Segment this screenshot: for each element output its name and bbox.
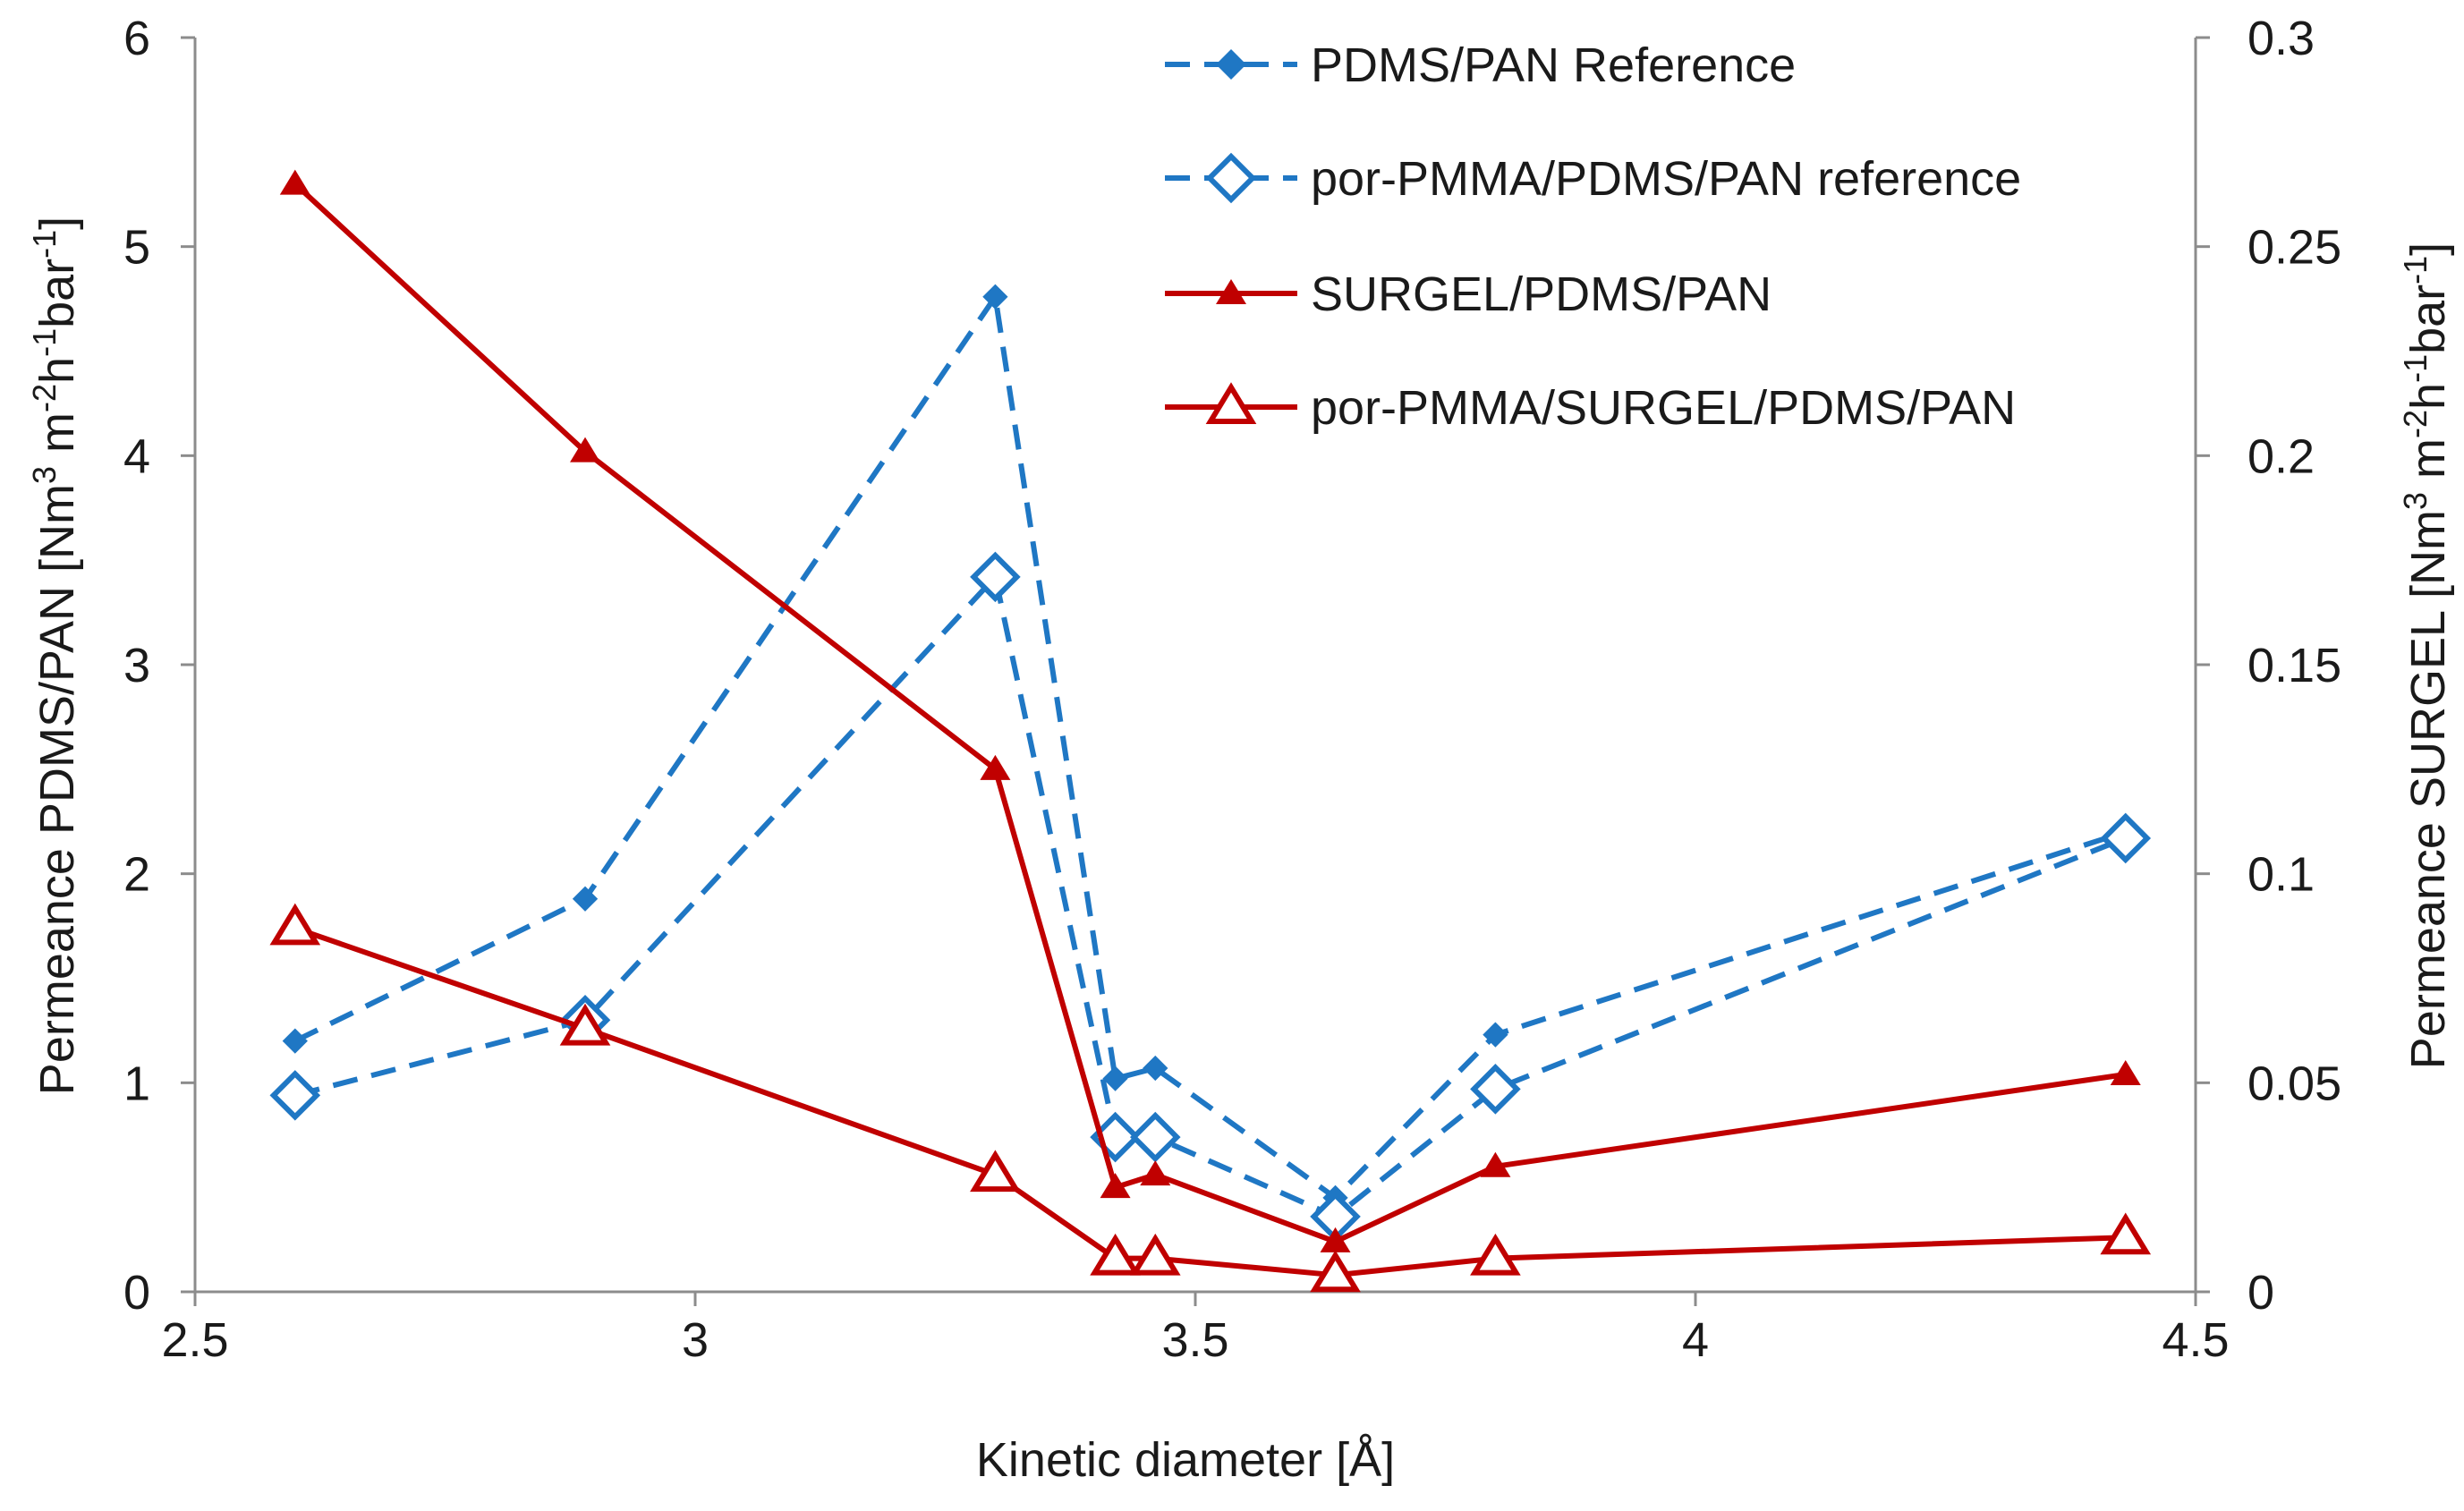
data-point [269,1070,321,1121]
series-surgel-pdms-pan [279,169,2141,1252]
series-layer [269,169,2152,1293]
series-line [293,293,2127,1201]
series-por-pmma-surgel-pdms-pan [269,903,2152,1293]
legend-marker-small-diamond [1216,49,1246,80]
data-point [570,437,601,463]
right-y-tick-label: 0.3 [2247,12,2315,65]
legend-marker-open-diamond [1205,152,1257,204]
x-tick-label: 4 [1682,1313,1709,1367]
x-tick-label: 2.5 [161,1313,228,1367]
data-point [279,169,310,195]
data-point [1310,1250,1361,1293]
data-point [559,1003,611,1046]
right-y-axis-ticks: 0 0.05 0.1 0.15 0.2 0.25 0.3 [2196,12,2341,1320]
data-point [269,903,321,946]
data-point [1143,1055,1168,1082]
legend-label: PDMS/PAN Reference [1311,38,1796,92]
left-y-tick-label: 3 [123,639,150,692]
right-y-tick-label: 0.25 [2247,221,2341,275]
x-axis-title: Kinetic diameter [Å] [976,1433,1395,1487]
series-line [293,925,2126,1278]
data-point [572,886,599,912]
right-y-tick-label: 0 [2247,1266,2274,1320]
data-point [1483,1022,1508,1048]
left-y-tick-label: 2 [123,848,150,902]
right-y-tick-label: 0.1 [2247,848,2315,902]
data-point [1090,1233,1141,1276]
x-tick-label: 4.5 [2162,1313,2229,1367]
left-y-axis-title: Permeance PDMS/PAN [Nm3 m-2h-1bar-1] [26,216,84,1095]
data-point [1470,1233,1521,1276]
legend-label: por-PMMA/SURGEL/PDMS/PAN [1311,381,2016,435]
data-point [1310,1191,1361,1243]
x-tick-label: 3 [682,1313,709,1367]
data-point [1102,1065,1128,1091]
data-point [1129,1233,1181,1276]
left-y-axis-ticks: 0 1 2 3 4 5 6 [123,12,195,1320]
plot-frame [193,38,2197,1294]
legend-item-pdms-pan-reference: PDMS/PAN Reference [1165,38,1796,92]
data-point [2100,1212,2152,1255]
data-point [1320,1227,1351,1252]
data-point [1129,1111,1181,1163]
data-point [2110,1059,2141,1085]
series-pdms-pan-reference [282,284,2138,1210]
data-point [1480,1151,1511,1177]
left-y-tick-label: 5 [123,221,150,275]
left-y-tick-label: 6 [123,12,150,65]
data-point [970,551,1021,603]
legend-label: por-PMMA/PDMS/PAN reference [1311,152,2021,206]
x-axis-ticks: 2.5 3 3.5 4 4.5 [161,1292,2230,1367]
right-y-axis-title: Permeance SURGEL [Nm3 m-2h-1bar-1] [2397,242,2455,1069]
legend-marker-filled-triangle [1216,279,1246,304]
legend-label: SURGEL/PDMS/PAN [1311,267,1772,321]
data-point [2100,812,2152,864]
legend-marker-open-triangle [1205,382,1257,424]
left-y-tick-label: 0 [123,1266,150,1320]
series-line [293,182,2127,1244]
data-point [1470,1064,1521,1115]
data-point [1100,1173,1131,1199]
right-y-tick-label: 0.2 [2247,429,2315,483]
data-point [982,284,1008,310]
legend-item-por-pmma-pdms-pan-reference: por-PMMA/PDMS/PAN reference [1165,152,2021,206]
series-line [294,573,2127,1219]
data-point [980,754,1011,780]
data-point [1140,1160,1171,1186]
left-y-tick-label: 1 [123,1057,150,1110]
right-y-tick-label: 0.15 [2247,639,2341,692]
legend: PDMS/PAN Reference por-PMMA/PDMS/PAN ref… [1165,38,2021,435]
legend-item-por-pmma-surgel-pdms-pan: por-PMMA/SURGEL/PDMS/PAN [1165,381,2016,435]
data-point [970,1150,1021,1193]
x-tick-label: 3.5 [1161,1313,1228,1367]
left-y-tick-label: 4 [123,429,150,483]
right-y-tick-label: 0.05 [2247,1057,2341,1110]
data-point [282,1028,308,1054]
series-por-pmma-pdms-pan-reference [269,551,2152,1243]
legend-item-surgel-pdms-pan: SURGEL/PDMS/PAN [1165,267,1772,321]
